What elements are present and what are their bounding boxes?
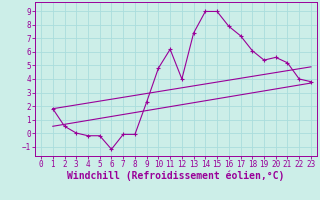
X-axis label: Windchill (Refroidissement éolien,°C): Windchill (Refroidissement éolien,°C) <box>67 171 285 181</box>
